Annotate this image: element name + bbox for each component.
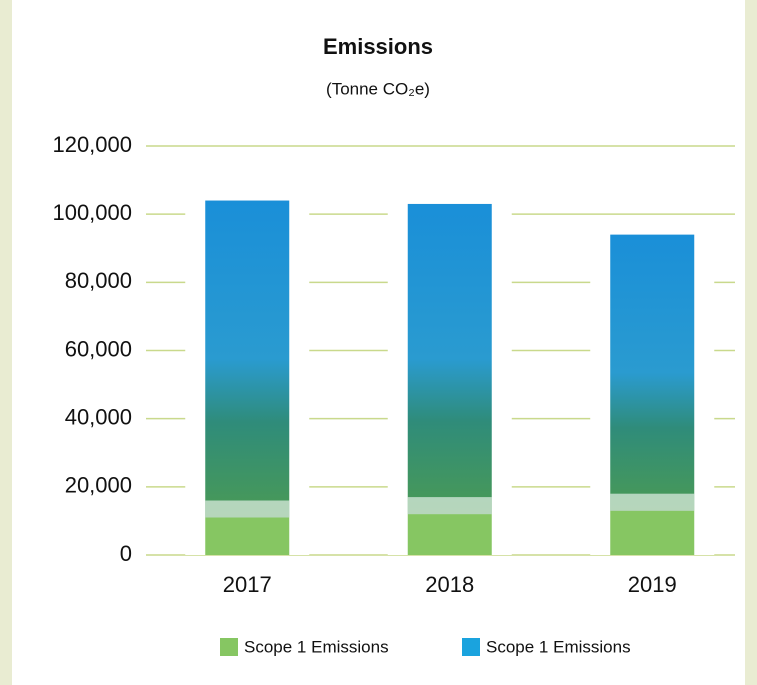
segment-separator [205, 501, 289, 518]
bar-segment [408, 204, 492, 514]
x-tick-label: 2019 [628, 572, 677, 597]
chart-title: Emissions [323, 34, 433, 59]
x-tick-label: 2018 [425, 572, 474, 597]
y-tick-label: 40,000 [65, 404, 132, 429]
y-tick-label: 0 [120, 541, 132, 566]
y-tick-label: 120,000 [52, 132, 132, 157]
y-tick-label: 20,000 [65, 473, 132, 498]
bar-segment [408, 514, 492, 555]
segment-separator [610, 494, 694, 511]
legend-label: Scope 1 Emissions [244, 637, 389, 656]
chart-subtitle: (Tonne CO₂e) [326, 79, 430, 98]
y-tick-label: 80,000 [65, 268, 132, 293]
y-tick-label: 100,000 [52, 200, 132, 225]
x-tick-label: 2017 [223, 572, 272, 597]
bar-segment [205, 201, 289, 518]
bar-segment [610, 235, 694, 511]
chart: Emissions (Tonne CO₂e) 0 20,000 40,000 60,0… [0, 0, 757, 685]
bar-segment [610, 511, 694, 555]
legend-swatch [462, 638, 480, 656]
legend-swatch [220, 638, 238, 656]
bar-segment [205, 518, 289, 555]
y-tick-label: 60,000 [65, 336, 132, 361]
segment-separator [408, 497, 492, 514]
legend-label: Scope 1 Emissions [486, 637, 631, 656]
